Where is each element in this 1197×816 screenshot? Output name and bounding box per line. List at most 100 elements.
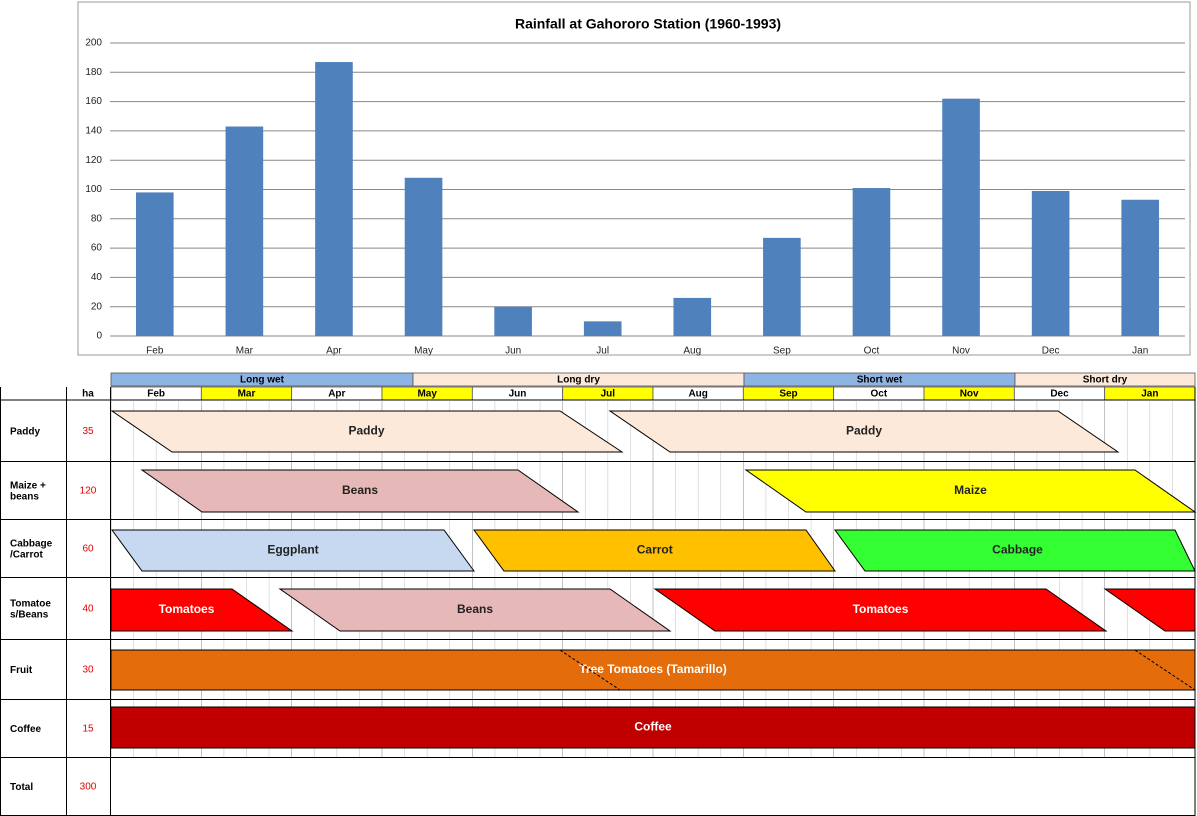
row-label: Coffee [10, 724, 42, 735]
row-label: Tomatoe s/Beans [10, 598, 51, 620]
x-tick-label: Jan [1132, 346, 1148, 357]
month-label: Sep [779, 389, 797, 400]
bar [942, 98, 980, 336]
area-header: ha [82, 389, 94, 400]
row-label-line: Maize + [10, 480, 46, 491]
x-tick-label: Jun [505, 346, 521, 357]
bar [1121, 199, 1160, 336]
crop-period [473, 529, 836, 572]
row-label-line: Paddy [10, 426, 40, 437]
bar [135, 192, 174, 336]
x-tick-label: Feb [146, 346, 164, 357]
y-tick-label: 200 [85, 38, 102, 49]
row-label: Total [10, 782, 33, 793]
x-tick-label: Mar [236, 346, 254, 357]
y-tick-label: 40 [91, 272, 103, 283]
row-label-line: Tomatoe [10, 598, 51, 609]
y-tick-label: 120 [85, 155, 102, 166]
y-tick-label: 0 [96, 331, 102, 342]
row-label-line: Fruit [10, 665, 33, 676]
harvest-mark [559, 649, 621, 691]
bar [404, 177, 443, 336]
row-label-line: /Carrot [10, 549, 43, 560]
month-label: May [417, 389, 437, 400]
crop-label: Beans [342, 483, 378, 497]
month-label: Aug [688, 389, 707, 400]
month-label: Oct [870, 389, 887, 400]
month-label: Jun [509, 389, 527, 400]
row-label-line: Coffee [10, 724, 42, 735]
month-label: Jan [1141, 389, 1158, 400]
month-label: Feb [147, 389, 165, 400]
crop-period [608, 410, 1120, 453]
row-label-line: Cabbage [10, 538, 53, 549]
crop-label: Eggplant [267, 543, 318, 557]
crop-label: Tomatoes [159, 602, 215, 616]
season-label: Long dry [557, 375, 600, 386]
row-label: Cabbage/Carrot [10, 538, 53, 560]
y-tick-label: 80 [91, 213, 103, 224]
season-label: Long wet [240, 375, 285, 386]
bar [852, 188, 891, 336]
area-value: 30 [82, 665, 94, 676]
season-label: Short wet [857, 375, 903, 386]
chart-frame [77, 1, 1191, 356]
harvest-mark [1134, 649, 1196, 691]
crop-period [278, 588, 672, 632]
crop-label: Paddy [348, 424, 384, 438]
x-tick-label: Aug [683, 346, 701, 357]
x-tick-label: Dec [1042, 346, 1060, 357]
crop-label: Cabbage [992, 543, 1043, 557]
row-label-line: Total [10, 782, 33, 793]
crop-period [111, 529, 475, 572]
chart-title: Rainfall at Gahororo Station (1960-1993) [515, 16, 781, 32]
area-value: 300 [80, 782, 97, 793]
season-label: Short dry [1083, 375, 1128, 386]
row-label: Maize + beans [10, 480, 46, 502]
area-value: 120 [80, 486, 97, 497]
x-tick-label: Nov [952, 346, 970, 357]
y-tick-label: 60 [91, 243, 103, 254]
crop-label: Coffee [634, 720, 672, 734]
crop-label: Tomatoes [853, 602, 909, 616]
bar [494, 306, 532, 336]
y-tick-label: 100 [85, 184, 102, 195]
crop-period [140, 469, 580, 513]
row-label-line: beans [10, 491, 39, 502]
x-tick-label: May [414, 346, 433, 357]
x-tick-label: Apr [326, 346, 342, 357]
y-tick-label: 180 [85, 67, 102, 78]
row-label: Paddy [10, 426, 40, 437]
x-tick-label: Oct [864, 346, 880, 357]
month-label: Mar [238, 389, 256, 400]
bar [673, 297, 712, 336]
bar [315, 62, 353, 337]
x-tick-label: Sep [773, 346, 791, 357]
crop-label: Tree Tomatoes (Tamarillo) [579, 662, 727, 676]
month-label: Apr [328, 389, 345, 400]
bar [1031, 190, 1070, 336]
area-value: 60 [82, 544, 94, 555]
season-cell [1014, 372, 1196, 387]
bar [583, 321, 622, 336]
row-label: Fruit [10, 665, 33, 676]
y-tick-label: 160 [85, 96, 102, 107]
crop-period [110, 410, 624, 453]
area-value: 35 [82, 426, 94, 437]
month-label: Nov [960, 389, 979, 400]
crop-label: Beans [457, 602, 493, 616]
x-tick-label: Jul [596, 346, 609, 357]
bar [763, 237, 801, 336]
crop-label: Carrot [637, 543, 673, 557]
area-value: 40 [82, 604, 94, 615]
row-label-line: s/Beans [10, 609, 49, 620]
bar [225, 126, 264, 336]
month-label: Dec [1050, 389, 1069, 400]
month-label: Jul [601, 389, 616, 400]
y-tick-label: 140 [85, 126, 102, 137]
area-value: 15 [82, 724, 94, 735]
crop-period [653, 588, 1108, 632]
crop-label: Paddy [846, 424, 882, 438]
crop-label: Maize [954, 483, 987, 497]
